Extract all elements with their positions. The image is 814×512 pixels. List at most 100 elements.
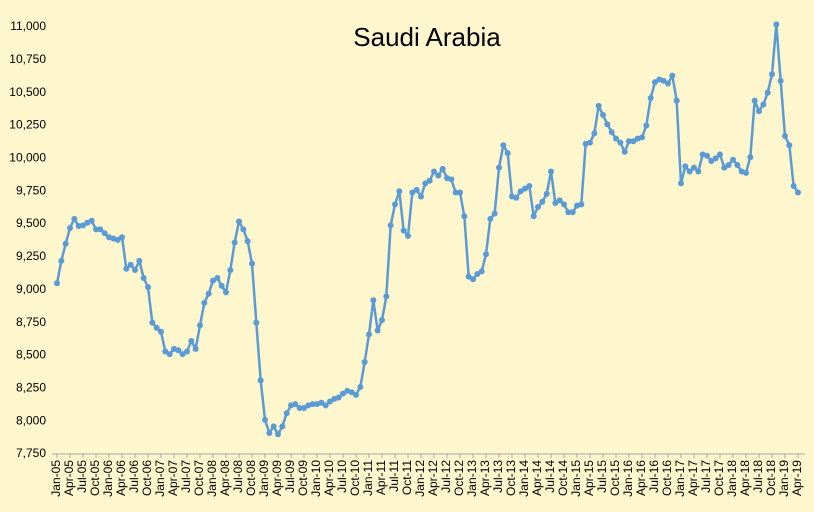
data-point bbox=[158, 328, 164, 335]
x-tick-label: Apr-19 bbox=[790, 460, 804, 496]
x-tick-label: Apr-18 bbox=[738, 460, 752, 496]
x-tick-label: Apr-06 bbox=[114, 460, 128, 496]
data-point bbox=[660, 77, 667, 84]
data-point bbox=[396, 188, 403, 195]
data-point bbox=[179, 351, 186, 358]
y-tick-label: 11,000 bbox=[10, 19, 46, 33]
data-point bbox=[210, 277, 216, 284]
x-tick-label: Jan-17 bbox=[673, 460, 687, 497]
y-tick-label: 9,000 bbox=[16, 282, 46, 296]
data-point bbox=[132, 267, 138, 274]
x-tick-label: Oct-06 bbox=[140, 460, 154, 496]
x-tick-label: Jan-11 bbox=[361, 460, 375, 496]
data-point bbox=[522, 185, 528, 192]
data-point bbox=[62, 240, 69, 247]
data-point bbox=[231, 239, 238, 246]
data-point bbox=[526, 182, 533, 189]
data-point bbox=[786, 142, 793, 149]
data-point bbox=[97, 226, 104, 233]
data-point bbox=[760, 101, 767, 108]
data-point bbox=[405, 232, 411, 239]
data-point bbox=[357, 383, 364, 390]
data-point bbox=[166, 351, 173, 358]
data-point bbox=[270, 423, 277, 430]
data-point bbox=[604, 121, 611, 128]
data-point bbox=[452, 189, 459, 196]
x-tick-label: Jan-08 bbox=[205, 460, 219, 497]
data-point bbox=[296, 405, 303, 412]
data-point bbox=[790, 182, 797, 189]
x-tick-label: Jul-14 bbox=[543, 460, 557, 493]
y-tick-label: 10,500 bbox=[9, 85, 46, 99]
data-point bbox=[58, 257, 65, 264]
x-tick-label: Jul-06 bbox=[127, 460, 141, 493]
data-point bbox=[517, 188, 524, 195]
data-point bbox=[665, 80, 671, 87]
data-point bbox=[725, 161, 732, 168]
data-point bbox=[496, 164, 502, 171]
data-point bbox=[448, 176, 455, 183]
data-point bbox=[374, 327, 381, 334]
x-tick-label: Oct-12 bbox=[452, 460, 466, 496]
data-point bbox=[145, 284, 151, 291]
data-point bbox=[669, 72, 676, 79]
data-point bbox=[101, 230, 108, 237]
data-point bbox=[695, 168, 702, 175]
data-point bbox=[392, 201, 398, 208]
data-point bbox=[500, 142, 507, 149]
data-point bbox=[236, 218, 242, 225]
data-point bbox=[717, 151, 723, 158]
y-tick-label: 8,000 bbox=[16, 413, 46, 427]
data-point bbox=[673, 97, 680, 104]
x-tick-label: Jul-10 bbox=[335, 460, 349, 493]
data-point bbox=[712, 155, 719, 162]
data-point bbox=[188, 338, 195, 345]
data-point bbox=[504, 150, 511, 157]
data-point bbox=[54, 280, 60, 287]
x-tick-label: Oct-08 bbox=[244, 460, 258, 496]
x-tick-label: Jan-13 bbox=[465, 460, 479, 497]
data-point bbox=[630, 138, 637, 145]
data-point bbox=[309, 401, 316, 408]
x-tick-label: Apr-09 bbox=[270, 460, 284, 496]
x-tick-label: Oct-16 bbox=[660, 460, 674, 496]
data-point bbox=[643, 122, 650, 129]
y-tick-label: 10,250 bbox=[9, 118, 46, 132]
data-point bbox=[136, 257, 143, 264]
data-point bbox=[370, 297, 377, 304]
x-tick-label: Apr-13 bbox=[478, 460, 492, 496]
x-tick-label: Jul-13 bbox=[491, 460, 505, 493]
data-point bbox=[348, 389, 355, 396]
x-tick-label: Jul-17 bbox=[699, 460, 713, 493]
data-point bbox=[192, 345, 199, 352]
data-point bbox=[561, 201, 567, 208]
y-tick-label: 9,750 bbox=[16, 183, 46, 197]
x-tick-label: Jul-11 bbox=[387, 460, 401, 492]
x-tick-label: Jan-18 bbox=[725, 460, 739, 497]
data-point bbox=[327, 398, 333, 405]
data-point bbox=[413, 186, 420, 193]
data-point bbox=[595, 102, 602, 109]
data-point bbox=[205, 290, 212, 297]
data-point bbox=[257, 377, 264, 384]
data-point bbox=[361, 359, 368, 366]
y-tick-label: 9,250 bbox=[16, 249, 46, 263]
x-tick-label: Jul-15 bbox=[595, 460, 609, 493]
data-point bbox=[366, 331, 372, 338]
x-tick-label: Oct-09 bbox=[296, 460, 310, 496]
data-point bbox=[461, 213, 468, 220]
data-point bbox=[418, 193, 424, 200]
data-point bbox=[322, 402, 329, 409]
data-point bbox=[777, 77, 784, 84]
x-tick-label: Oct-14 bbox=[556, 460, 570, 496]
data-point bbox=[80, 222, 86, 229]
x-tick-label: Jan-19 bbox=[777, 460, 791, 497]
x-tick-label: Jan-14 bbox=[517, 460, 531, 497]
x-tick-label: Jul-16 bbox=[647, 460, 661, 493]
x-tick-label: Apr-05 bbox=[62, 460, 76, 496]
data-point bbox=[409, 189, 416, 196]
y-tick-label: 9,500 bbox=[16, 216, 46, 230]
x-tick-label: Oct-11 bbox=[400, 460, 414, 495]
data-point bbox=[470, 276, 476, 283]
